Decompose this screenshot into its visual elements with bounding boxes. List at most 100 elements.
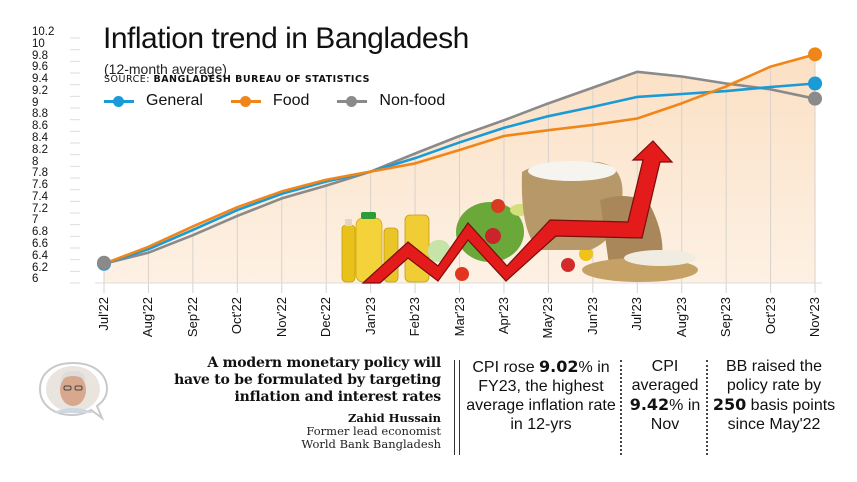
x-tick-label: Aug'22 xyxy=(140,297,156,338)
series-line-non-food xyxy=(103,70,816,266)
x-tick-label: Sep'23 xyxy=(718,297,734,338)
y-tick-label: 9.4 xyxy=(32,73,48,86)
stat-text: basis points since May'22 xyxy=(727,397,836,433)
end-point-marker-general xyxy=(808,76,823,91)
tomato-icon xyxy=(491,199,505,213)
quote-line: A modern monetary policy will xyxy=(207,355,441,371)
stat-text: BB raised the policy rate by xyxy=(725,358,823,394)
x-tick-label: Jan'23 xyxy=(362,297,378,335)
y-tick-label: 6.4 xyxy=(32,249,48,262)
pepper-icon xyxy=(579,247,593,261)
y-tick-label: 9.2 xyxy=(32,84,48,97)
stat-policy-rate: BB raised the policy rate by 250 basis p… xyxy=(712,357,836,434)
x-tick-label: May'23 xyxy=(540,297,556,339)
legend-item-general: General xyxy=(104,92,203,110)
y-tick-label: 10.2 xyxy=(32,26,55,38)
source-name: BANGLADESH BUREAU OF STATISTICS xyxy=(153,74,370,85)
oil-bottle-icon xyxy=(341,224,356,283)
expert-quote: A modern monetary policy will have to be… xyxy=(174,355,441,451)
line-chart xyxy=(70,37,823,293)
series-line-general xyxy=(103,82,816,265)
x-tick-label: Jul'23 xyxy=(629,297,645,331)
quote-author-org: World Bank Bangladesh xyxy=(301,437,441,451)
stat-value: 9.02 xyxy=(539,357,579,376)
x-tick-label: Aug'23 xyxy=(673,297,689,338)
rice-icon xyxy=(528,161,616,181)
legend-label: General xyxy=(146,92,203,109)
quote-text: A modern monetary policy will have to be… xyxy=(174,355,441,406)
pepper-icon xyxy=(561,258,575,272)
y-tick-label: 8 xyxy=(32,155,39,168)
end-point-marker-non-food xyxy=(808,91,823,106)
stat-fy23-cpi: CPI rose 9.02% in FY23, the highest aver… xyxy=(466,357,616,434)
stat-value: 9.42 xyxy=(629,395,670,414)
tomato-icon xyxy=(455,267,469,281)
source-prefix: SOURCE: xyxy=(104,74,154,85)
y-tick-label: 6.8 xyxy=(32,226,48,239)
x-tick-label: Jul'22 xyxy=(96,297,111,331)
speech-bubble-avatar xyxy=(38,361,109,421)
x-tick-label: Jun'23 xyxy=(584,297,600,335)
chart-source: SOURCE: BANGLADESH BUREAU OF STATISTICS xyxy=(104,74,370,85)
y-tick-label: 7.4 xyxy=(32,190,48,203)
y-axis-ticks xyxy=(70,37,80,284)
stat-value: 250 xyxy=(712,395,747,414)
x-tick-label: Nov'23 xyxy=(807,297,823,338)
stat-nov-cpi: CPI averaged 9.42% in Nov xyxy=(625,357,705,434)
y-tick-label: 6.2 xyxy=(32,261,48,274)
quote-author-role: Former lead economist xyxy=(306,424,441,438)
legend-label: Food xyxy=(272,92,310,109)
tomato-icon xyxy=(485,228,501,244)
x-tick-label: Nov'22 xyxy=(273,297,289,338)
legend-item-non-food: Non-food xyxy=(337,92,445,110)
x-tick-label: Apr'23 xyxy=(495,297,511,335)
flour-scoop-icon xyxy=(624,250,696,266)
y-tick-label: 10 xyxy=(32,37,45,50)
end-point-marker-food xyxy=(808,47,823,62)
y-tick-label: 9.8 xyxy=(32,49,48,62)
y-tick-label: 7.6 xyxy=(32,179,48,192)
stat-text: CPI averaged xyxy=(631,358,699,394)
y-tick-label: 7.2 xyxy=(32,202,48,215)
y-tick-label: 7.8 xyxy=(32,167,48,180)
quote-line: have to be formulated by targeting xyxy=(174,372,441,388)
person-face-icon xyxy=(60,374,86,406)
legend-marker-icon xyxy=(104,96,134,107)
legend-item-food: Food xyxy=(230,92,310,110)
x-tick-label: Dec'22 xyxy=(318,297,334,338)
y-tick-label: 8.8 xyxy=(32,108,48,121)
stat-text: % in Nov xyxy=(650,397,701,433)
series-line-food xyxy=(103,53,816,265)
double-divider xyxy=(454,360,460,455)
stat-text: % in FY23, the highest average inflation… xyxy=(466,359,616,433)
quote-author: Zahid Hussain xyxy=(348,411,441,425)
legend-marker-icon xyxy=(230,96,261,107)
series-endpoints xyxy=(97,47,823,271)
dotted-divider xyxy=(706,360,708,455)
chart-title: Inflation trend in Bangladesh xyxy=(103,22,469,55)
y-tick-label: 8.4 xyxy=(32,132,48,145)
x-tick-label: Mar'23 xyxy=(451,297,467,337)
x-tick-label: Oct'23 xyxy=(762,297,778,335)
y-tick-label: 7 xyxy=(32,214,39,227)
series-lines xyxy=(103,53,816,266)
y-tick-label: 9.6 xyxy=(32,61,48,74)
chart-legend: General Food Non-food xyxy=(104,92,473,110)
dotted-divider xyxy=(620,360,622,455)
legend-marker-icon xyxy=(337,96,368,107)
quote-line: inflation and interest rates xyxy=(234,389,442,405)
legend-label: Non-food xyxy=(379,92,446,109)
stat-text: CPI rose xyxy=(472,359,540,376)
y-tick-label: 6.6 xyxy=(32,238,48,251)
x-tick-label: Sep'22 xyxy=(184,297,200,338)
y-tick-label: 8.6 xyxy=(32,120,48,133)
y-tick-label: 6 xyxy=(32,273,39,286)
y-tick-label: 9 xyxy=(32,96,39,109)
y-tick-label: 8.2 xyxy=(32,143,48,156)
x-tick-label: Oct'22 xyxy=(229,297,245,335)
bottle-cap-icon xyxy=(345,219,352,226)
jug-cap-icon xyxy=(361,212,376,219)
rising-red-arrow-icon xyxy=(361,140,674,284)
chart-subtitle: (12-month average) xyxy=(104,61,227,77)
start-point-marker xyxy=(97,255,111,270)
